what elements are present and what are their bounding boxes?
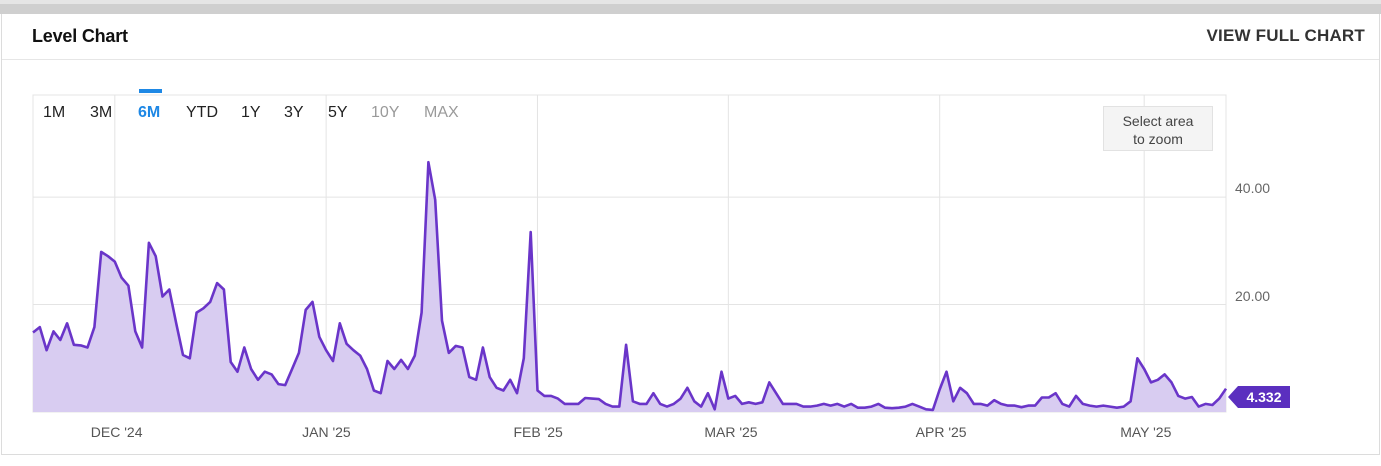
range-button-ytd[interactable]: YTD (186, 104, 218, 121)
last-value-badge-arrow (1228, 386, 1238, 408)
range-button-10y: 10Y (371, 104, 400, 121)
series-line (32, 160, 1228, 412)
range-button-3y[interactable]: 3Y (284, 104, 304, 121)
range-button-6m[interactable]: 6M (138, 104, 161, 121)
y-tick-label: 40.00 (1235, 180, 1271, 197)
x-tick-label: APR '25 (915, 424, 967, 440)
zoom-hint-line-1: Select area (1122, 113, 1194, 129)
top-border-stripe (0, 4, 1381, 14)
x-tick-label: MAR '25 (704, 424, 758, 440)
zoom-hint-line-2: to zoom (1133, 131, 1183, 147)
select-area-to-zoom-hint: Select area to zoom (1103, 106, 1213, 151)
x-tick-label: FEB '25 (513, 424, 563, 440)
x-tick-label: MAY '25 (1120, 424, 1172, 440)
range-button-1m[interactable]: 1M (43, 104, 66, 121)
y-tick-label: 20.00 (1235, 287, 1271, 304)
range-button-5y[interactable]: 5Y (328, 104, 348, 121)
view-full-chart-link[interactable]: VIEW FULL CHART (1206, 26, 1365, 45)
range-button-1y[interactable]: 1Y (241, 104, 261, 121)
card-header: Level Chart VIEW FULL CHART (2, 14, 1379, 60)
x-tick-label: JAN '25 (302, 424, 351, 440)
x-tick-label: DEC '24 (90, 424, 143, 440)
series-area-fill (33, 162, 1226, 412)
card-title: Level Chart (32, 26, 128, 46)
range-button-3m[interactable]: 3M (90, 104, 113, 121)
range-button-max: MAX (424, 104, 459, 121)
top-border-strip (0, 0, 1381, 14)
last-value-badge: 4.332 (1238, 386, 1290, 408)
active-range-indicator (139, 89, 162, 93)
